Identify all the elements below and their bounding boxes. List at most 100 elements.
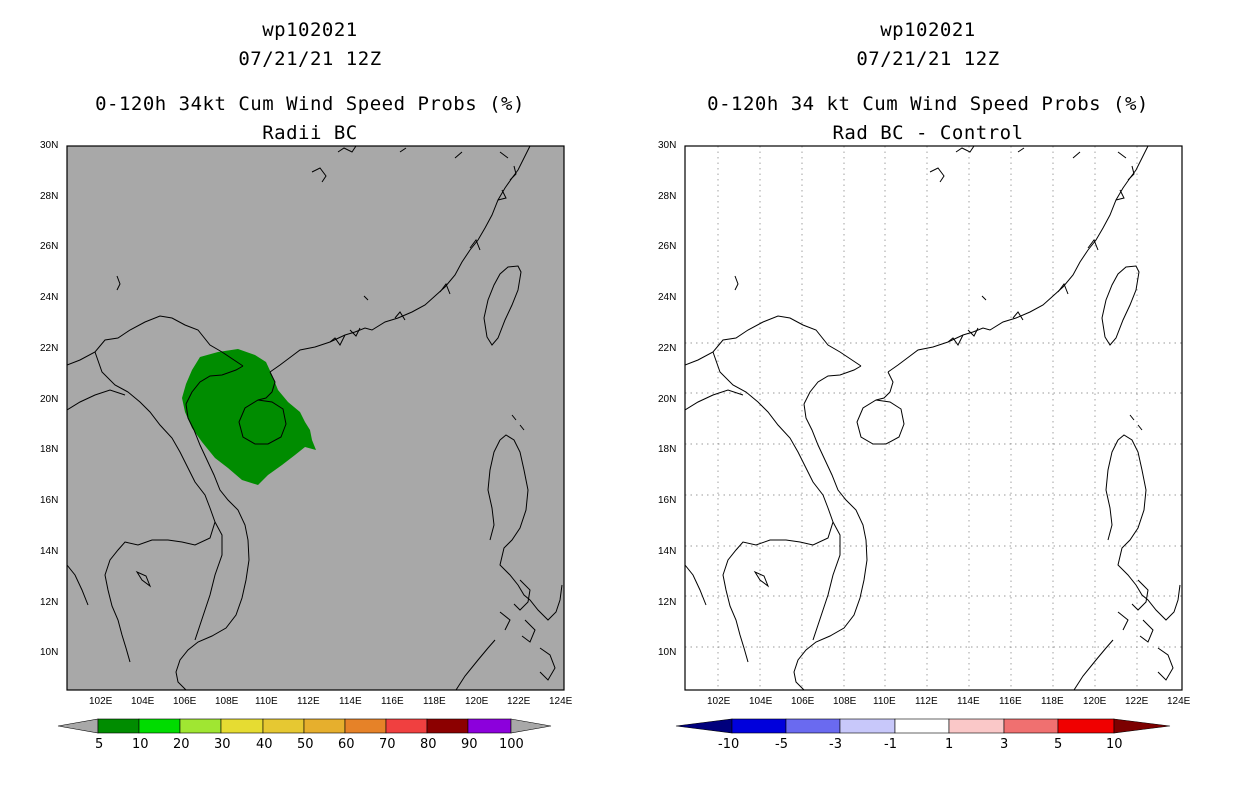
lon-label: 116E bbox=[999, 696, 1022, 707]
right-colorbar bbox=[675, 718, 1171, 734]
right-cbar-seg-5 bbox=[948, 718, 1005, 734]
left-colorbar-high-arrow bbox=[510, 718, 552, 734]
right-storm-id: wp102021 bbox=[880, 19, 976, 41]
lon-label: 124E bbox=[549, 696, 573, 707]
lon-label: 112E bbox=[297, 696, 320, 707]
lat-label: 12N bbox=[40, 597, 59, 608]
colorbar-label: 100 bbox=[499, 737, 524, 752]
left-date: 07/21/21 12Z bbox=[238, 48, 382, 70]
lat-label: 12N bbox=[658, 597, 677, 608]
lon-label: 114E bbox=[957, 696, 980, 707]
lon-label: 114E bbox=[339, 696, 362, 707]
colorbar-label: 50 bbox=[297, 737, 314, 752]
left-cbar-seg-10 bbox=[467, 718, 512, 734]
colorbar-label: 70 bbox=[379, 737, 396, 752]
lon-label: 110E bbox=[255, 696, 278, 707]
lon-label: 104E bbox=[131, 696, 155, 707]
left-cbar-seg-9 bbox=[426, 718, 469, 734]
colorbar-label: -3 bbox=[829, 737, 842, 752]
lat-label: 10N bbox=[658, 647, 677, 658]
lat-label: 28N bbox=[40, 191, 59, 202]
left-cbar-seg-2 bbox=[138, 718, 181, 734]
lat-label: 22N bbox=[658, 343, 677, 354]
right-cbar-seg-2 bbox=[785, 718, 841, 734]
lon-label: 124E bbox=[1167, 696, 1191, 707]
lon-label: 108E bbox=[833, 696, 857, 707]
left-cbar-seg-1 bbox=[97, 718, 140, 734]
left-title-block: wp102021 07/21/21 12Z 0-120h 34kt Cum Wi… bbox=[20, 16, 600, 148]
lat-label: 10N bbox=[40, 647, 59, 658]
lon-label: 118E bbox=[423, 696, 446, 707]
lon-label: 102E bbox=[707, 696, 731, 707]
lon-label: 104E bbox=[749, 696, 773, 707]
right-title-block: wp102021 07/21/21 12Z 0-120h 34 kt Cum W… bbox=[638, 16, 1218, 148]
left-colorbar bbox=[57, 718, 552, 734]
colorbar-label: 10 bbox=[132, 737, 149, 752]
lon-label: 106E bbox=[791, 696, 815, 707]
colorbar-label: 3 bbox=[1000, 737, 1009, 752]
lon-label: 118E bbox=[1041, 696, 1064, 707]
lat-label: 26N bbox=[40, 241, 59, 252]
right-map-background bbox=[685, 146, 1182, 690]
lat-label: 20N bbox=[40, 394, 59, 405]
lat-label: 30N bbox=[40, 140, 59, 151]
right-date: 07/21/21 12Z bbox=[856, 48, 1000, 70]
left-map-background bbox=[67, 146, 564, 690]
lon-label: 120E bbox=[1083, 696, 1107, 707]
lat-label: 18N bbox=[658, 444, 677, 455]
lon-label: 112E bbox=[915, 696, 938, 707]
lat-label: 18N bbox=[40, 444, 59, 455]
lon-label: 116E bbox=[381, 696, 404, 707]
lat-label: 16N bbox=[658, 495, 677, 506]
right-colorbar-high-arrow bbox=[1113, 718, 1171, 734]
left-cbar-seg-8 bbox=[385, 718, 428, 734]
left-cbar-seg-7 bbox=[344, 718, 387, 734]
left-cbar-seg-3 bbox=[179, 718, 222, 734]
colorbar-label: 10 bbox=[1106, 737, 1123, 752]
right-cbar-seg-7 bbox=[1057, 718, 1115, 734]
lon-label: 110E bbox=[873, 696, 896, 707]
colorbar-label: -1 bbox=[884, 737, 897, 752]
lat-label: 26N bbox=[658, 241, 677, 252]
right-cbar-seg-4 bbox=[894, 718, 950, 734]
lat-label: 30N bbox=[658, 140, 677, 151]
lon-label: 106E bbox=[173, 696, 197, 707]
lat-label: 24N bbox=[40, 292, 59, 303]
colorbar-label: 60 bbox=[338, 737, 355, 752]
right-colorbar-low-arrow bbox=[675, 718, 733, 734]
lat-label: 14N bbox=[658, 546, 677, 557]
colorbar-label: 80 bbox=[420, 737, 437, 752]
left-cbar-seg-6 bbox=[303, 718, 346, 734]
lat-label: 22N bbox=[40, 343, 59, 354]
colorbar-label: 5 bbox=[95, 737, 104, 752]
left-product-title: 0-120h 34kt Cum Wind Speed Probs (%) bbox=[95, 93, 525, 115]
colorbar-label: 20 bbox=[173, 737, 190, 752]
right-subtitle: Rad BC - Control bbox=[832, 122, 1024, 144]
left-storm-id: wp102021 bbox=[262, 19, 358, 41]
colorbar-label: -5 bbox=[775, 737, 788, 752]
right-map bbox=[684, 145, 1183, 691]
lon-label: 120E bbox=[465, 696, 489, 707]
lat-label: 16N bbox=[40, 495, 59, 506]
lon-label: 102E bbox=[89, 696, 113, 707]
lat-label: 20N bbox=[658, 394, 677, 405]
left-subtitle: Radii BC bbox=[262, 122, 358, 144]
colorbar-label: 5 bbox=[1054, 737, 1063, 752]
right-cbar-seg-6 bbox=[1003, 718, 1059, 734]
left-map bbox=[66, 145, 565, 691]
colorbar-label: 30 bbox=[214, 737, 231, 752]
right-product-title: 0-120h 34 kt Cum Wind Speed Probs (%) bbox=[707, 93, 1149, 115]
left-cbar-seg-4 bbox=[220, 718, 264, 734]
lon-label: 122E bbox=[1125, 696, 1149, 707]
lon-label: 122E bbox=[507, 696, 531, 707]
colorbar-label: 90 bbox=[461, 737, 478, 752]
colorbar-label: 40 bbox=[256, 737, 273, 752]
left-cbar-seg-5 bbox=[262, 718, 305, 734]
lat-label: 28N bbox=[658, 191, 677, 202]
colorbar-label: -10 bbox=[718, 737, 740, 752]
colorbar-label: 1 bbox=[945, 737, 954, 752]
right-cbar-seg-3 bbox=[839, 718, 896, 734]
lat-label: 14N bbox=[40, 546, 59, 557]
probability-5-10-area bbox=[182, 349, 316, 485]
